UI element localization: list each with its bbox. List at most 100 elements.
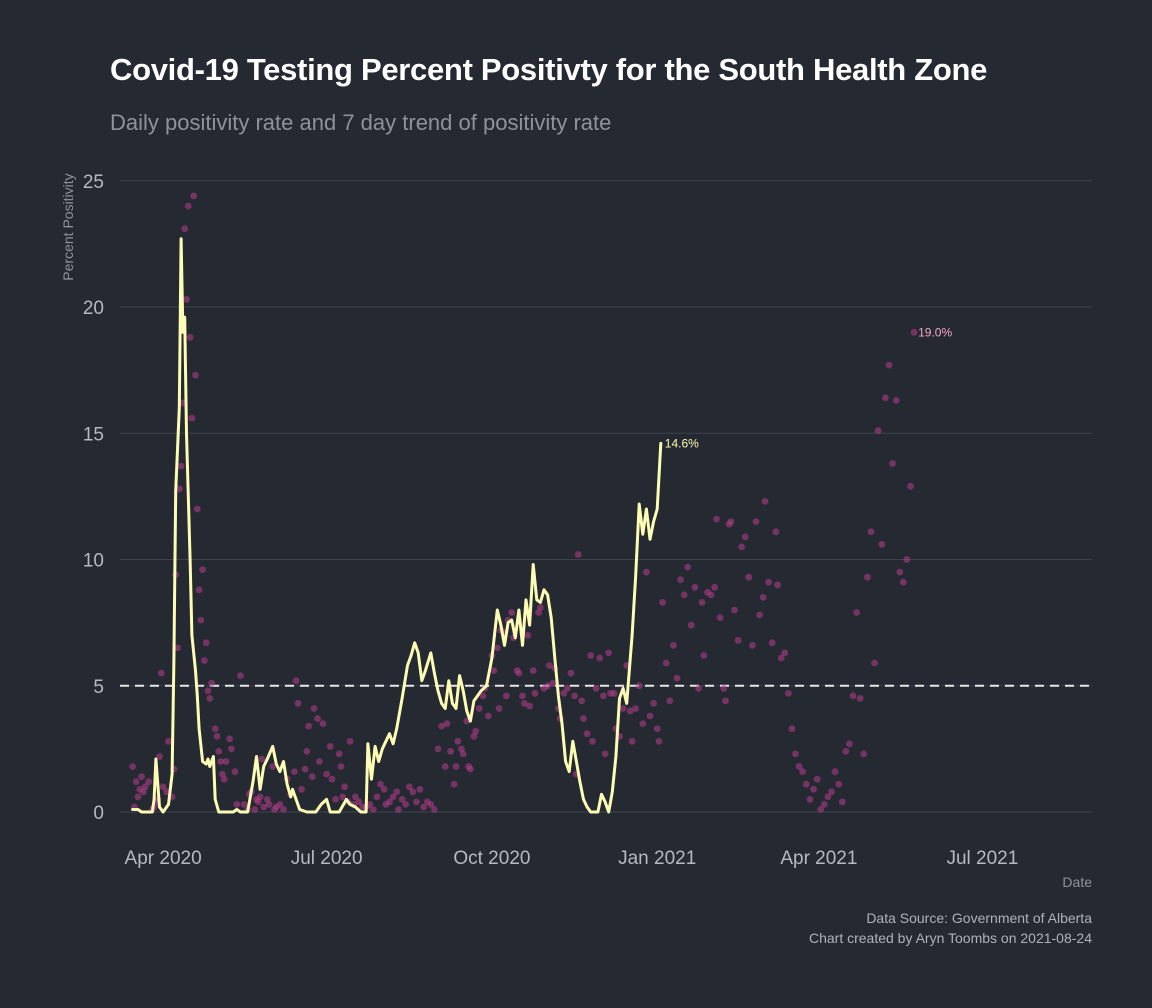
daily-point [298, 785, 305, 793]
daily-point [276, 801, 284, 808]
caption-credit: Chart created by Aryn Toombs on 2021-08-… [808, 930, 1092, 946]
daily-point [405, 783, 413, 791]
y-tick-label: 0 [93, 803, 104, 824]
daily-point [484, 712, 492, 720]
daily-point [574, 551, 582, 558]
daily-point [443, 720, 451, 727]
daily-point [684, 563, 692, 571]
end-label-trend: 14.6% [665, 436, 699, 450]
daily-point [619, 705, 627, 712]
daily-point [305, 722, 313, 730]
daily-point [707, 591, 715, 599]
daily-point [215, 748, 223, 755]
daily-point [878, 541, 886, 548]
daily-point [643, 568, 650, 576]
daily-point [393, 788, 401, 796]
daily-point [258, 755, 266, 763]
daily-point [434, 745, 442, 753]
daily-point [605, 649, 613, 657]
daily-point [910, 328, 918, 336]
daily-point [470, 732, 478, 740]
daily-point [695, 684, 702, 692]
daily-point [716, 614, 724, 621]
daily-point [237, 672, 244, 679]
daily-point [838, 798, 846, 806]
daily-point [260, 803, 268, 811]
daily-point [314, 715, 321, 722]
daily-point [583, 730, 591, 738]
y-tick-label: 20 [83, 298, 104, 319]
daily-point [578, 697, 586, 705]
daily-point [731, 606, 738, 614]
daily-point [903, 556, 911, 563]
daily-point [395, 806, 402, 813]
daily-point [662, 659, 670, 667]
daily-point [765, 578, 772, 586]
daily-point [341, 783, 348, 791]
daily-point [156, 753, 163, 760]
daily-point [653, 725, 661, 733]
daily-point [698, 599, 706, 606]
daily-point [280, 806, 287, 813]
daily-point [508, 609, 516, 616]
daily-point [713, 515, 720, 523]
chart-subtitle: Daily positivity rate and 7 day trend of… [110, 110, 612, 135]
daily-point [810, 785, 817, 793]
daily-point [220, 775, 228, 783]
daily-point [352, 793, 359, 801]
daily-point [853, 609, 860, 616]
daily-point [339, 793, 347, 801]
daily-point [677, 576, 684, 584]
daily-point [567, 669, 575, 677]
daily-point [711, 583, 719, 591]
daily-point [389, 793, 397, 801]
daily-point [193, 505, 201, 513]
daily-point [874, 427, 882, 435]
daily-point [240, 801, 248, 808]
daily-point [231, 768, 239, 775]
daily-point [323, 770, 330, 778]
daily-point [454, 737, 462, 745]
x-tick-label: Apr 2020 [125, 848, 202, 869]
daily-point [889, 460, 896, 467]
daily-point [206, 695, 214, 702]
x-tick-label: Oct 2020 [453, 848, 530, 869]
daily-point [402, 801, 410, 808]
daily-point [222, 758, 230, 765]
daily-point [294, 700, 302, 707]
daily-point [328, 775, 336, 783]
daily-point [560, 689, 568, 697]
daily-point [824, 793, 832, 801]
daily-point [802, 780, 810, 788]
daily-point [301, 765, 309, 773]
daily-point [177, 462, 185, 470]
daily-point [132, 778, 140, 786]
y-tick-label: 15 [83, 424, 104, 445]
daily-point [319, 720, 327, 727]
daily-point [813, 775, 821, 783]
daily-point [377, 780, 384, 788]
daily-point [526, 702, 533, 710]
daily-point [882, 394, 889, 402]
daily-point [768, 639, 776, 647]
daily-point [738, 543, 745, 551]
daily-point [673, 674, 681, 682]
daily-point [670, 642, 677, 649]
daily-point [303, 748, 311, 755]
daily-point [165, 737, 172, 745]
daily-point [817, 806, 825, 813]
daily-point [785, 689, 792, 697]
daily-point [459, 750, 467, 758]
daily-point [493, 644, 501, 652]
daily-point [192, 371, 199, 379]
daily-point [213, 732, 221, 740]
daily-point [781, 649, 789, 657]
daily-point [174, 644, 181, 652]
y-axis-title: Percent Positivity [60, 173, 76, 280]
daily-point [749, 642, 756, 649]
daily-point [201, 657, 208, 664]
daily-point [186, 333, 194, 341]
daily-point [687, 621, 695, 629]
daily-point [373, 793, 381, 801]
